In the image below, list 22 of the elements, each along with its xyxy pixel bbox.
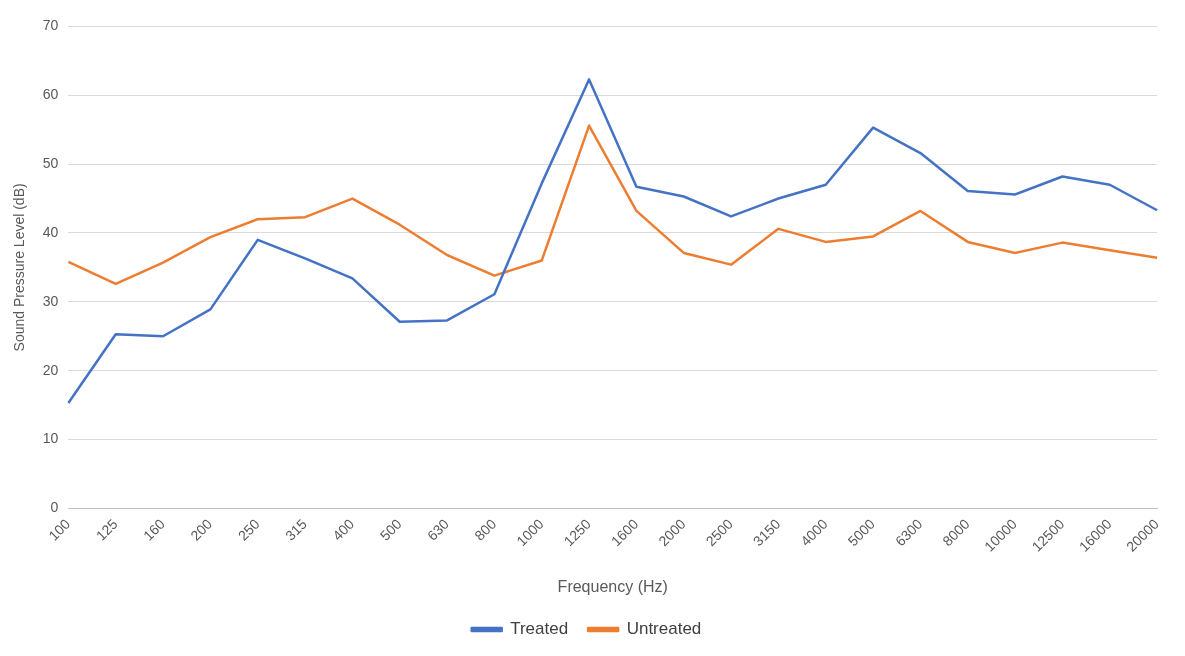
y-tick-label: 0 bbox=[50, 499, 59, 516]
x-tick-label: 160 bbox=[140, 515, 169, 544]
y-tick-label: 50 bbox=[42, 154, 59, 171]
x-tick-label: 400 bbox=[329, 515, 358, 544]
y-axis-title: Sound Pressure Level (dB) bbox=[11, 183, 28, 352]
x-tick-label: 250 bbox=[234, 515, 263, 544]
x-tick-label: 800 bbox=[471, 515, 500, 544]
legend-label: Treated bbox=[510, 619, 569, 639]
x-tick-label: 630 bbox=[424, 515, 453, 544]
x-tick-label: 315 bbox=[282, 515, 311, 544]
y-tick-label: 40 bbox=[42, 223, 59, 240]
y-tick-label: 30 bbox=[42, 292, 59, 309]
x-tick-label: 125 bbox=[92, 515, 121, 544]
x-tick-label: 500 bbox=[376, 515, 405, 544]
legend-label: Untreated bbox=[626, 619, 702, 639]
x-tick-label: 100 bbox=[45, 515, 74, 544]
x-tick-label: 200 bbox=[187, 515, 216, 544]
y-tick-label: 70 bbox=[42, 17, 59, 34]
y-tick-label: 20 bbox=[42, 361, 59, 378]
y-tick-label: 10 bbox=[42, 430, 59, 447]
y-tick-label: 60 bbox=[42, 86, 59, 103]
x-axis-title: Frequency (Hz) bbox=[557, 577, 668, 595]
